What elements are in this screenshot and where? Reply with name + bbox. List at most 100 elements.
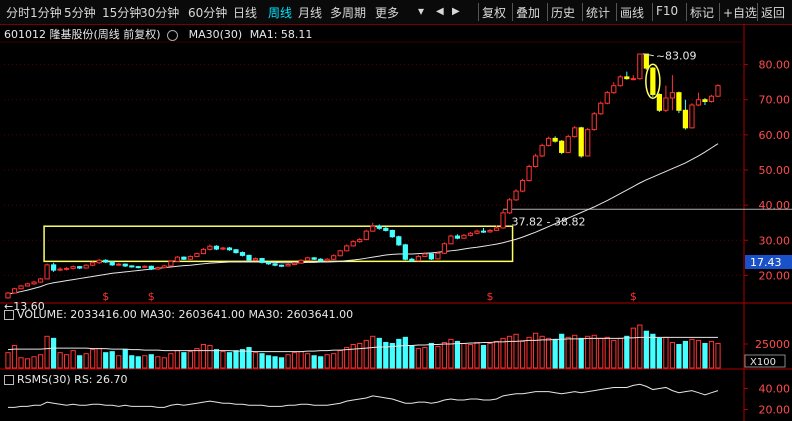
volume-bar xyxy=(396,338,402,369)
volume-bar xyxy=(519,340,526,369)
volume-bar xyxy=(109,351,115,369)
toolbar-button[interactable]: +自选 xyxy=(723,6,758,20)
candle-body xyxy=(624,76,630,80)
candle-body xyxy=(591,113,597,131)
volume-bar xyxy=(493,340,500,369)
candle-body xyxy=(318,258,324,262)
volume-bar xyxy=(220,351,226,369)
range-annotation: 37.82 - 38.82 xyxy=(512,215,586,228)
candle-body xyxy=(552,137,558,142)
period-tab[interactable]: 周线 xyxy=(268,6,293,20)
candle-body xyxy=(650,67,656,95)
volume-bar xyxy=(90,349,96,369)
volume-bar xyxy=(311,355,317,369)
volume-bar xyxy=(148,354,154,369)
toolbar-separator xyxy=(478,3,479,21)
period-tab[interactable]: 更多 xyxy=(375,6,400,20)
volume-bar xyxy=(441,341,448,369)
current-price-label: 17.43 xyxy=(750,256,782,269)
volume-bar xyxy=(161,357,167,369)
volume-bar xyxy=(272,356,278,369)
toolbar-button[interactable]: 标记 xyxy=(690,6,715,20)
toolbar-button[interactable]: 历史 xyxy=(551,6,576,20)
highlight-ellipse xyxy=(645,63,661,100)
candle-body xyxy=(363,230,369,241)
toolbar-separator xyxy=(652,3,653,21)
volume-bar xyxy=(715,342,721,369)
price-tick-label: 80.00 xyxy=(759,59,791,72)
volume-bar xyxy=(200,343,207,369)
volume-bar xyxy=(435,346,441,369)
volume-bar xyxy=(357,342,363,369)
volume-bar xyxy=(578,337,584,369)
period-tab[interactable]: 30分钟 xyxy=(140,6,180,20)
settings-circle-icon[interactable] xyxy=(167,29,179,41)
volume-bar xyxy=(598,337,604,369)
volume-bar xyxy=(298,351,304,369)
candle-body xyxy=(174,256,180,262)
candle-body xyxy=(129,265,135,268)
period-tab[interactable]: 月线 xyxy=(298,6,323,20)
volume-bar xyxy=(415,348,421,369)
toolbar-button[interactable]: 统计 xyxy=(586,6,611,20)
volume-bar xyxy=(77,355,83,369)
scroll-left-icon[interactable]: ◀ xyxy=(436,6,444,17)
candle-body xyxy=(350,241,356,247)
volume-bar xyxy=(285,354,291,369)
panel-toggle-icon[interactable] xyxy=(4,310,14,320)
volume-unit-box xyxy=(744,354,786,368)
volume-bar xyxy=(428,342,435,369)
candle-body xyxy=(493,227,500,231)
volume-bar xyxy=(637,324,643,369)
period-tab[interactable]: 5分钟 xyxy=(64,6,96,20)
candle-body xyxy=(44,264,50,280)
candle-body xyxy=(259,258,265,263)
period-tab[interactable]: 1分钟 xyxy=(30,6,62,20)
candle-body xyxy=(11,288,18,294)
volume-bar xyxy=(630,327,636,369)
toolbar-separator xyxy=(719,3,720,21)
toolbar-separator xyxy=(686,3,687,21)
scroll-right-icon[interactable]: ▶ xyxy=(452,6,460,17)
period-tab[interactable]: 日线 xyxy=(233,6,258,20)
candle-body xyxy=(161,265,167,269)
candle-body xyxy=(31,281,37,285)
candle-body xyxy=(565,136,571,153)
volume-bar xyxy=(363,339,369,369)
more-dropdown-icon[interactable]: ▾ xyxy=(418,4,425,18)
candle-body xyxy=(122,263,128,267)
volume-bar xyxy=(506,335,513,369)
period-tab[interactable]: 15分钟 xyxy=(102,6,142,20)
high-pointer xyxy=(642,53,654,57)
candle-body xyxy=(252,258,259,261)
toolbar-button[interactable]: F10 xyxy=(656,4,679,18)
period-toolbar: 分时 1分钟 5分钟 15分钟 30分钟 60分钟 日线 周线 月线 多周期 更多 ▾ ◀ ▶ 复权 叠加 历史… xyxy=(0,0,792,25)
candle-body xyxy=(298,259,304,264)
volume-bar xyxy=(83,353,89,369)
toolbar-button[interactable]: 画线 xyxy=(620,6,645,20)
candle-body xyxy=(389,229,395,238)
volume-bar xyxy=(155,356,161,369)
period-tab[interactable]: 60分钟 xyxy=(188,6,228,20)
candle-body xyxy=(272,263,278,266)
price-tick-label: 30.00 xyxy=(759,234,791,247)
period-tab[interactable]: 多周期 xyxy=(330,6,367,20)
toolbar-button[interactable]: 叠加 xyxy=(516,6,541,20)
candle-body xyxy=(5,292,11,299)
volume-bar xyxy=(539,335,545,369)
volume-bar xyxy=(565,336,571,369)
volume-bar xyxy=(187,351,194,369)
toolbar-button[interactable]: 返回 xyxy=(761,6,786,20)
toolbar-button[interactable]: 复权 xyxy=(482,6,507,20)
volume-bar xyxy=(246,347,252,369)
volume-bar xyxy=(252,352,259,369)
candle-body xyxy=(559,140,565,153)
candle-body xyxy=(370,225,376,232)
candle-body xyxy=(519,180,526,192)
period-tab[interactable]: 分时 xyxy=(6,6,31,20)
panel-toggle-icon[interactable] xyxy=(4,375,14,385)
volume-bar xyxy=(559,333,565,369)
candle-body xyxy=(96,259,102,264)
rsms-tick-label: 20.00 xyxy=(759,404,791,417)
